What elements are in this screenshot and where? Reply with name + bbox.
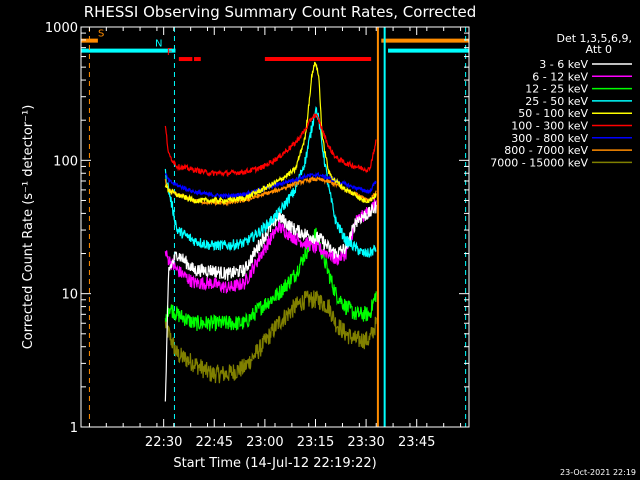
- legend-entry-50-100-kev: 50 - 100 keV: [518, 107, 632, 120]
- chart-title: RHESSI Observing Summary Count Rates, Co…: [84, 3, 477, 21]
- series-7000-15000-kev: [164, 290, 377, 384]
- timestamp: 23-Oct-2021 22:19: [560, 468, 636, 477]
- y-tick-label: 1000: [45, 21, 78, 36]
- y-tick-label: 100: [53, 154, 78, 169]
- legend-label: 7000 - 15000 keV: [490, 156, 588, 169]
- series-25-50-kev: [164, 106, 377, 258]
- marker-layer: [88, 27, 467, 427]
- series-3-6-kev: [164, 201, 377, 402]
- legend-entry-300-800-kev: 300 - 800 keV: [511, 132, 632, 145]
- legend-label: 300 - 800 keV: [511, 132, 588, 145]
- x-tick-label: 22:30: [145, 435, 182, 450]
- flag-label-n: N: [155, 39, 162, 50]
- legend-label: 12 - 25 keV: [525, 83, 588, 96]
- series-100-300-kev: [164, 113, 377, 177]
- series-layer: [164, 61, 377, 402]
- legend-entry-6-12-kev: 6 - 12 keV: [532, 70, 632, 83]
- legend-entry-800-7000-kev: 800 - 7000 keV: [504, 144, 632, 157]
- x-tick-label: 23:15: [297, 435, 334, 450]
- legend-entry-100-300-kev: 100 - 300 keV: [511, 120, 632, 133]
- flag-label-f: F: [167, 47, 173, 58]
- x-tick-label: 22:45: [196, 435, 233, 450]
- legend-title-line2: Att 0: [586, 43, 612, 56]
- legend-label: 25 - 50 keV: [525, 95, 588, 108]
- x-tick-label: 23:30: [347, 435, 384, 450]
- tick-layer: 22:30 22:45 23:00 23:15 23:30 23:45 1 10 100 1000: [45, 21, 469, 450]
- flag-label-s: S: [98, 29, 104, 40]
- y-axis-label: Corrected Count Rate (s⁻¹ detector⁻¹): [21, 105, 36, 350]
- x-axis-label: Start Time (14-Jul-12 22:19:22): [173, 456, 376, 471]
- legend-entry-3-6-kev: 3 - 6 keV: [539, 58, 632, 71]
- legend-label: 50 - 100 keV: [518, 107, 588, 120]
- x-tick-label: 23:45: [398, 435, 435, 450]
- legend-entry-7000-15000-kev: 7000 - 15000 keV: [490, 156, 632, 169]
- legend-entry-12-25-kev: 12 - 25 keV: [525, 83, 632, 96]
- legend-label: 3 - 6 keV: [539, 58, 588, 71]
- flag-layer: S NF: [81, 29, 469, 62]
- series-50-100-kev: [164, 61, 377, 205]
- legend-entry-25-50-kev: 25 - 50 keV: [525, 95, 632, 108]
- legend-label: 100 - 300 keV: [511, 120, 588, 133]
- legend-label: 800 - 7000 keV: [504, 144, 588, 157]
- legend-title-line1: Det 1,3,5,6,9,: [556, 32, 632, 45]
- series-12-25-kev: [164, 227, 377, 332]
- series-300-800-kev: [164, 171, 377, 199]
- x-tick-label: 23:00: [246, 435, 283, 450]
- y-tick-label: 1: [70, 421, 78, 436]
- legend-label: 6 - 12 keV: [532, 70, 588, 83]
- y-tick-label: 10: [61, 288, 78, 303]
